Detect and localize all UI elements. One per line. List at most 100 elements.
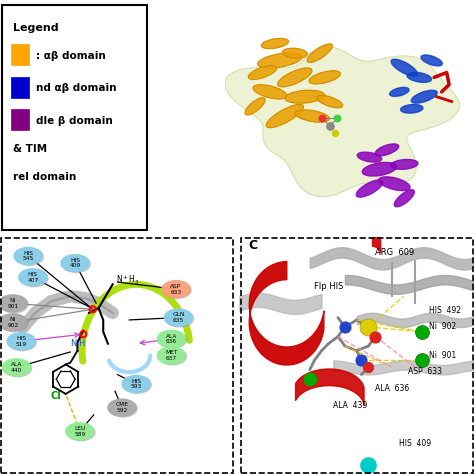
Point [419,328,426,336]
Point [306,375,314,383]
Ellipse shape [390,87,409,96]
Ellipse shape [19,269,47,286]
Text: C: C [249,239,258,252]
Point [341,323,349,331]
Text: : αβ domain: : αβ domain [36,51,105,61]
Ellipse shape [62,255,91,273]
Text: rel domain: rel domain [13,172,77,182]
Point [372,333,379,340]
Ellipse shape [375,144,399,156]
Ellipse shape [245,98,265,115]
Ellipse shape [14,247,42,264]
Ellipse shape [317,95,343,108]
Ellipse shape [8,334,36,351]
Text: NI
902: NI 902 [7,317,18,328]
Ellipse shape [2,359,30,376]
Point [319,115,326,122]
Ellipse shape [158,331,187,348]
Point [419,356,426,364]
Ellipse shape [278,68,312,87]
Ellipse shape [253,85,287,99]
Point [365,323,372,331]
Ellipse shape [307,44,332,63]
Ellipse shape [162,281,190,298]
Ellipse shape [391,59,418,76]
FancyBboxPatch shape [11,109,29,130]
Text: GLN
635: GLN 635 [172,312,184,323]
FancyBboxPatch shape [2,5,147,230]
Ellipse shape [357,152,382,162]
Point [326,122,333,129]
Text: dle β domain: dle β domain [36,116,112,126]
Ellipse shape [61,255,89,272]
Text: & TIM: & TIM [13,144,47,154]
Text: Legend: Legend [13,23,59,33]
Ellipse shape [158,348,187,365]
Ellipse shape [285,90,325,103]
Text: HIS
519: HIS 519 [16,336,27,346]
Text: ALA
636: ALA 636 [165,334,177,344]
Ellipse shape [391,159,418,169]
Ellipse shape [7,333,35,350]
Ellipse shape [379,177,410,191]
Ellipse shape [356,180,383,197]
Ellipse shape [258,53,302,68]
Ellipse shape [0,315,28,332]
Ellipse shape [362,163,397,176]
FancyBboxPatch shape [11,77,29,98]
Ellipse shape [248,65,277,80]
Text: Ni  901: Ni 901 [429,351,456,360]
Text: HIS
593: HIS 593 [130,379,142,389]
Ellipse shape [262,38,288,49]
Text: HIS
407: HIS 407 [27,272,38,283]
Ellipse shape [309,71,340,84]
Ellipse shape [163,282,191,299]
Ellipse shape [165,310,193,327]
Text: HIS
409: HIS 409 [70,258,81,268]
Ellipse shape [157,330,185,347]
Ellipse shape [20,270,48,287]
Text: CME
592: CME 592 [116,402,128,413]
Ellipse shape [0,314,27,331]
Text: ALA
440: ALA 440 [11,362,22,373]
Text: H: H [79,339,85,348]
Ellipse shape [407,73,431,82]
Text: MET
637: MET 637 [165,350,177,361]
Ellipse shape [421,55,442,66]
Point [365,364,372,371]
Ellipse shape [0,296,28,313]
Text: LEU
589: LEU 589 [74,426,85,437]
Ellipse shape [109,400,137,417]
Text: nd αβ domain: nd αβ domain [36,83,116,93]
Text: ARG  609: ARG 609 [375,248,415,257]
Ellipse shape [67,424,95,441]
Point [333,115,341,122]
Text: Flp HIS: Flp HIS [314,282,344,291]
Text: ALA  439: ALA 439 [333,401,367,410]
Text: Ni  902: Ni 902 [429,322,456,331]
Ellipse shape [3,360,32,377]
Text: HIS
545: HIS 545 [23,251,34,261]
Ellipse shape [295,110,329,122]
Ellipse shape [0,295,27,312]
Text: ASP  633: ASP 633 [408,367,442,376]
Text: HIS  409: HIS 409 [399,438,431,447]
Ellipse shape [122,375,150,392]
Ellipse shape [164,309,192,326]
Ellipse shape [108,399,136,416]
Point [357,356,365,364]
Text: NI
901: NI 901 [7,298,18,309]
Text: ALA  636: ALA 636 [375,384,410,393]
Ellipse shape [283,48,307,58]
FancyBboxPatch shape [11,44,29,65]
Ellipse shape [66,423,94,440]
Ellipse shape [401,104,423,113]
Ellipse shape [123,376,151,393]
Polygon shape [225,46,459,197]
Point [331,129,338,137]
Text: HIS  492: HIS 492 [429,306,461,315]
Text: Cl: Cl [50,391,61,401]
Ellipse shape [15,248,44,265]
Text: N: N [71,339,77,348]
Text: ASP
633: ASP 633 [170,284,182,294]
